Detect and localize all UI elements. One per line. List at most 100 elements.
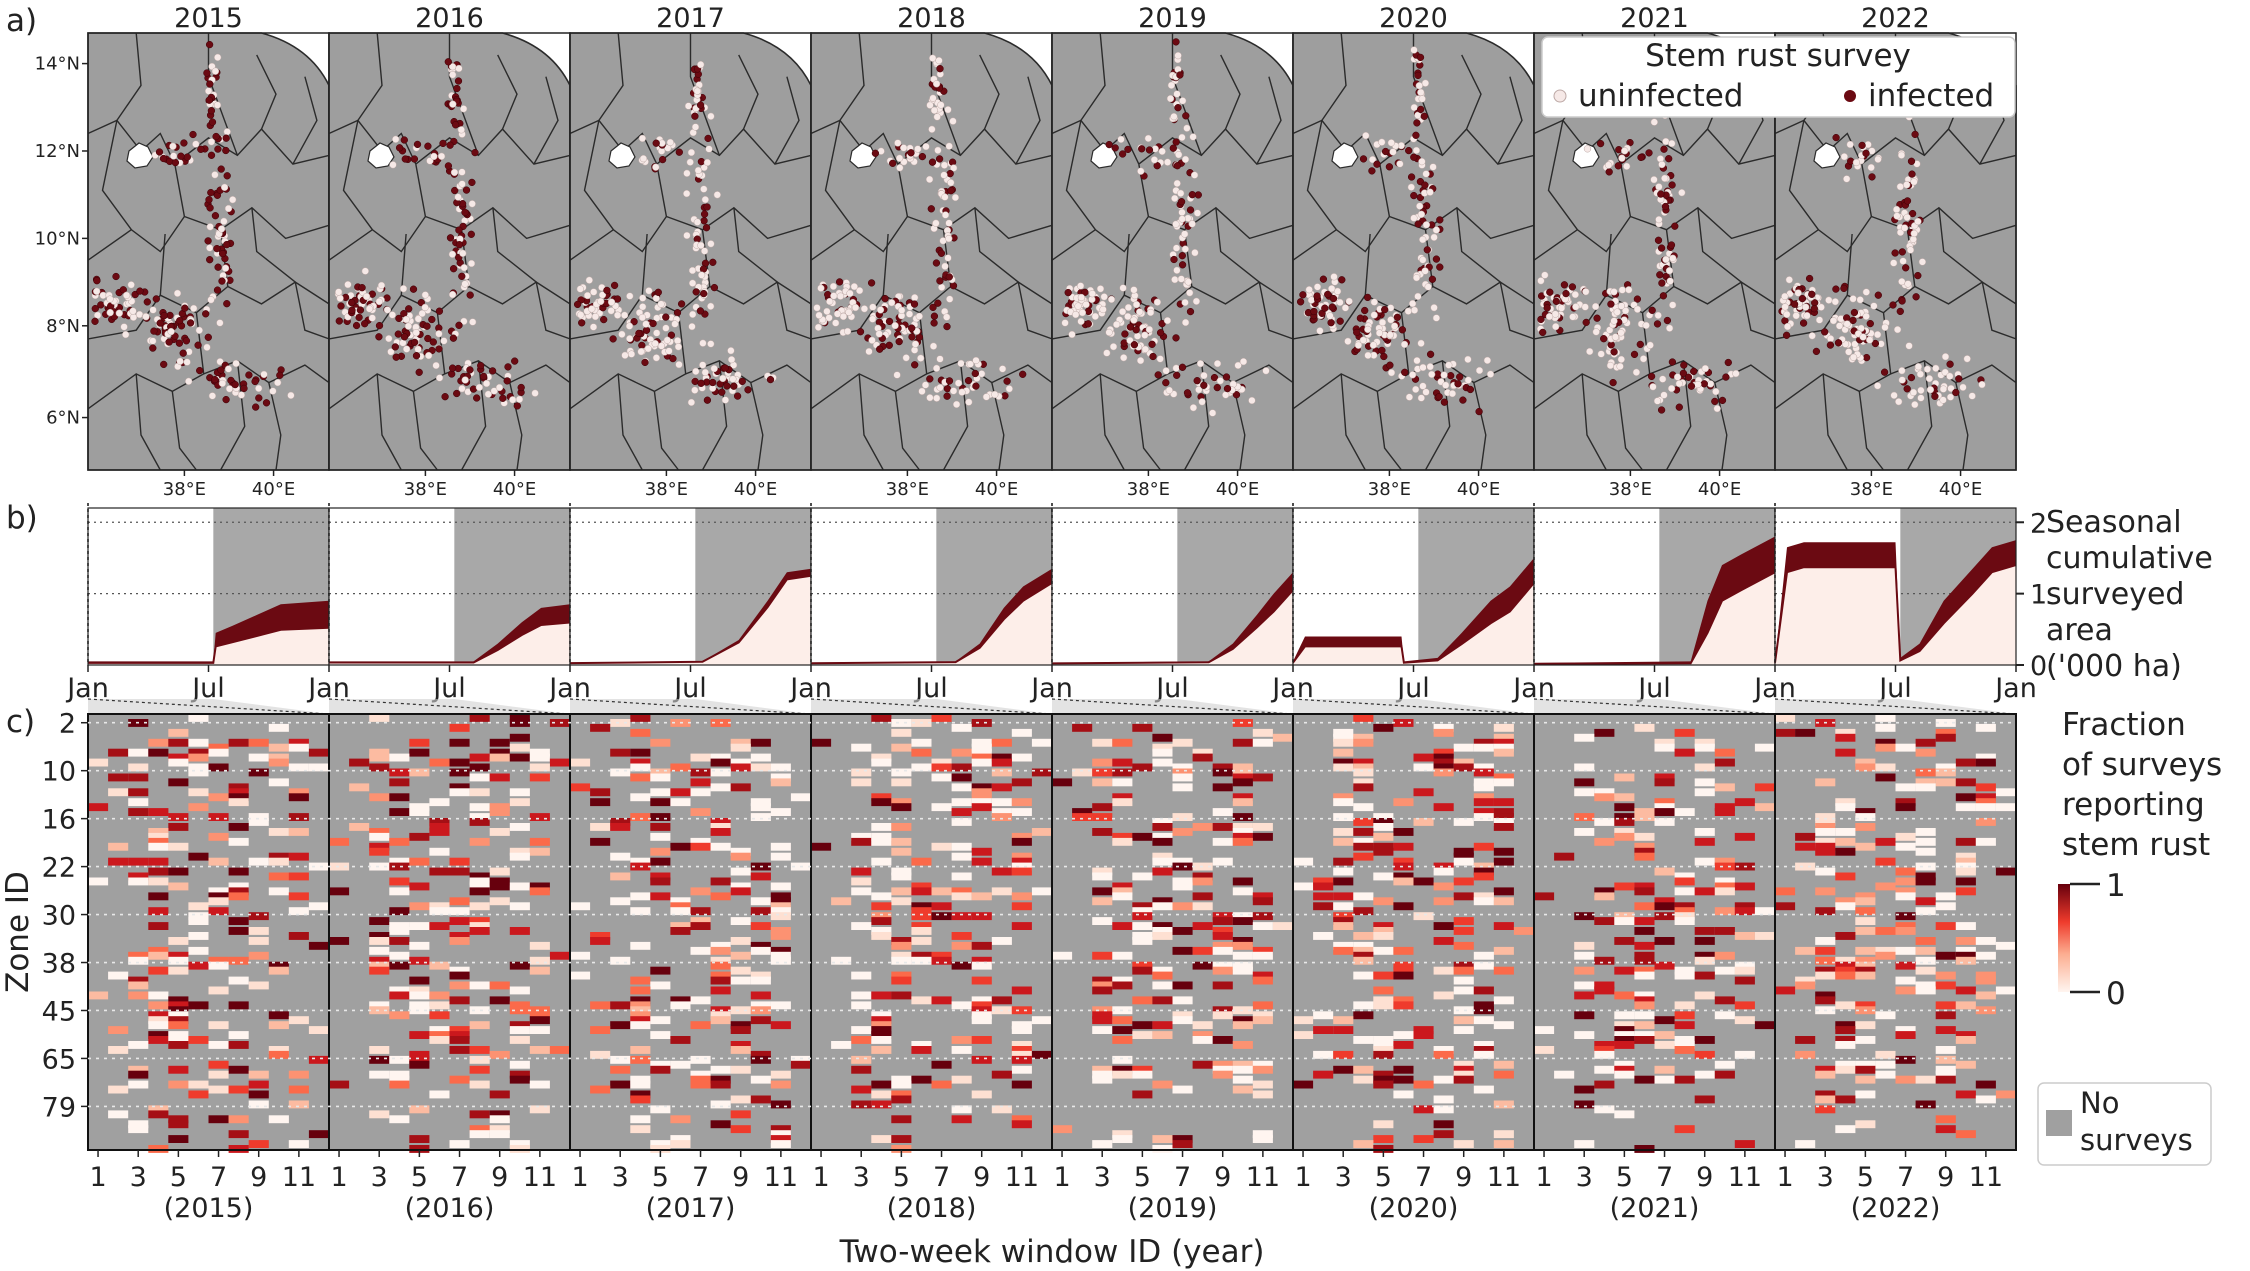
heatmap-cell <box>630 793 651 802</box>
infected-point <box>1880 368 1889 376</box>
heatmap-cell <box>1815 778 1836 787</box>
uninfected-point <box>1175 151 1183 159</box>
heatmap-cell <box>1132 912 1153 921</box>
infected-point <box>112 272 120 281</box>
heatmap-cell <box>650 738 671 747</box>
heatmap-cell <box>1132 1090 1153 1099</box>
infected-point <box>738 377 746 386</box>
uninfected-point <box>583 291 592 300</box>
heatmap-cell <box>730 867 751 876</box>
uninfected-point <box>590 288 598 296</box>
heatmap-cell <box>449 758 470 767</box>
uninfected-point <box>509 396 517 404</box>
lon-tick-label: 38°E <box>1368 479 1411 500</box>
uninfected-point <box>1181 155 1190 164</box>
heatmap-cell <box>1714 758 1735 767</box>
uninfected-point <box>1808 332 1816 340</box>
uninfected-point <box>613 311 622 319</box>
heatmap-cell <box>1634 1036 1655 1044</box>
heatmap-cell <box>1333 813 1354 821</box>
heatmap-cell <box>1915 1100 1936 1109</box>
heatmap-cell <box>1252 1065 1273 1074</box>
heatmap-cell <box>1333 837 1354 846</box>
heatmap-cell <box>409 1031 430 1039</box>
heatmap-cell <box>1674 877 1695 886</box>
heatmap-cell <box>1654 1031 1675 1039</box>
heatmap-cell <box>590 798 611 807</box>
heatmap-cell <box>1373 723 1394 732</box>
heatmap-cell <box>1694 887 1715 896</box>
uninfected-point <box>388 311 397 319</box>
heatmap-cell <box>1835 1026 1856 1034</box>
zone-tick-label: 30 <box>42 901 76 932</box>
heatmap-cell <box>108 748 129 757</box>
heatmap-cell <box>1172 1016 1193 1025</box>
heatmap-cell <box>1875 882 1896 891</box>
heatmap-cell <box>1212 932 1233 940</box>
heatmap-cell <box>1714 1011 1735 1020</box>
heatmap-cell <box>871 1135 892 1143</box>
uninfected-point <box>1706 380 1715 388</box>
heatmap-cell <box>1775 728 1796 737</box>
area-panels: Jan Jul Jan Jul Jan Jul Jan Jul Jan Jul Jan Jul Jan J… <box>65 503 2213 704</box>
heatmap-cell <box>389 793 410 802</box>
uninfected-point <box>860 305 869 313</box>
heatmap-cell <box>570 758 591 767</box>
heatmap-cell <box>1674 971 1695 980</box>
map-border-line <box>1015 76 1041 165</box>
heatmap-cell <box>1634 1001 1655 1010</box>
uninfected-point <box>707 340 715 348</box>
heatmap-cell <box>610 852 631 861</box>
heatmap-cell <box>630 941 651 950</box>
heatmap-cell <box>1634 971 1655 980</box>
heatmap-cell <box>1855 842 1876 851</box>
heatmap-cell <box>329 1080 350 1089</box>
heatmap-cell <box>570 783 591 792</box>
uninfected-point <box>950 164 958 172</box>
infected-point <box>1454 380 1462 388</box>
uninfected-point <box>1890 259 1898 267</box>
heatmap-cell <box>88 877 109 886</box>
uninfected-point <box>1172 244 1181 252</box>
heatmap-cell <box>1835 872 1856 881</box>
heatmap-cell <box>248 1070 269 1079</box>
infected-point <box>658 155 667 164</box>
uninfected-point <box>1569 313 1577 321</box>
heatmap-cell <box>951 1046 972 1054</box>
heatmap-cell <box>610 897 631 906</box>
window-tick-label: 5 <box>1375 1162 1392 1193</box>
heatmap-cell <box>1734 932 1755 940</box>
infected-point <box>875 318 884 326</box>
heatmap-cell <box>891 823 912 831</box>
uninfected-point <box>607 298 616 306</box>
heatmap-panel-2016: 1 3 5 7 9 11(2016) <box>328 698 571 1224</box>
window-tick-label: 7 <box>1656 1162 1673 1193</box>
uninfected-point <box>683 189 691 198</box>
heatmap-cell <box>1453 877 1474 886</box>
infected-point <box>1671 222 1679 230</box>
uninfected-point <box>1475 366 1484 375</box>
heatmap-cell <box>1875 763 1896 772</box>
infected-point <box>91 317 99 325</box>
uninfected-point <box>1537 277 1545 285</box>
heatmap-cell <box>851 971 872 980</box>
uninfected-point <box>1661 174 1669 182</box>
heatmap-cell <box>931 902 952 911</box>
heatmap-cell <box>730 951 751 960</box>
heatmap-cell <box>1835 1095 1856 1104</box>
uninfected-point <box>833 310 842 318</box>
heatmap-cell <box>670 1060 691 1069</box>
heatmap-cell <box>650 813 671 821</box>
heatmap-cell <box>911 937 932 945</box>
infected-point <box>972 382 980 390</box>
uninfected-point <box>1369 341 1378 349</box>
heatmap-cell <box>710 783 731 792</box>
uninfected-point <box>1898 367 1906 375</box>
uninfected-point <box>1407 183 1415 191</box>
heatmap-cell <box>1112 798 1133 807</box>
heatmap-cell <box>851 1085 872 1094</box>
window-tick-label: 9 <box>250 1162 267 1193</box>
heatmap-cell <box>1594 917 1615 925</box>
uninfected-point <box>204 87 213 95</box>
infected-point <box>1413 119 1421 127</box>
